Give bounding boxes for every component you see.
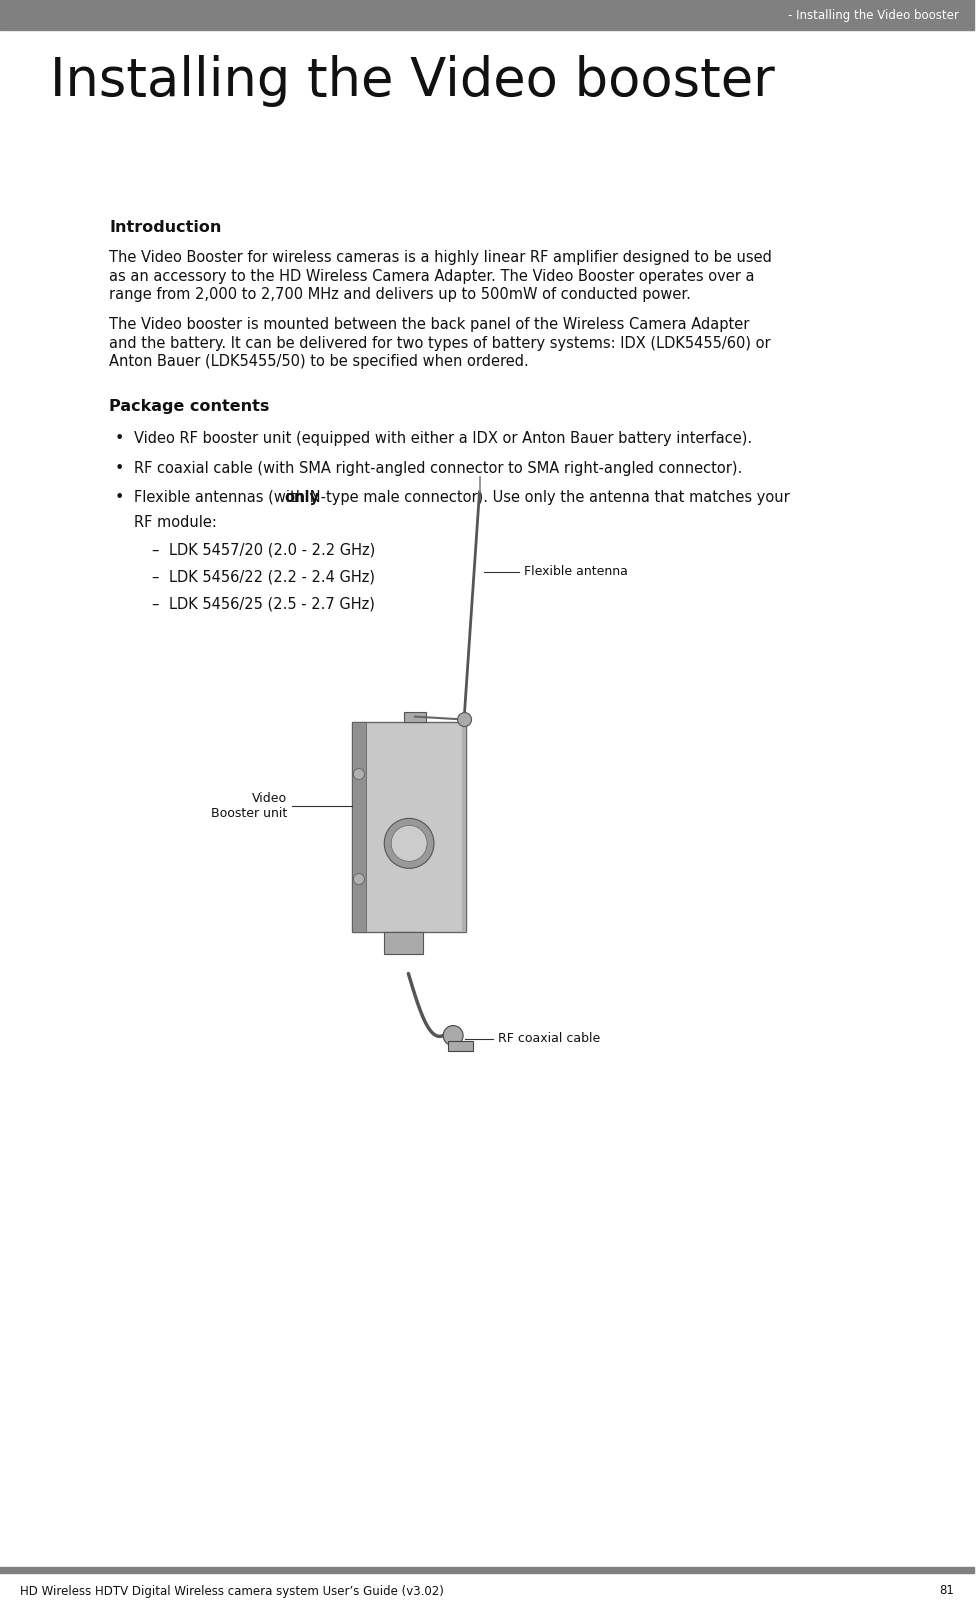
Bar <box>462 721 466 931</box>
Text: range from 2,000 to 2,700 MHz and delivers up to 500mW of conducted power.: range from 2,000 to 2,700 MHz and delive… <box>110 287 690 301</box>
Circle shape <box>353 874 364 885</box>
Text: The Video booster is mounted between the back panel of the Wireless Camera Adapt: The Video booster is mounted between the… <box>110 317 749 332</box>
Text: RF module:: RF module: <box>134 515 217 531</box>
Text: RF coaxial cable: RF coaxial cable <box>498 1032 600 1045</box>
Text: HD Wireless HDTV Digital Wireless camera system User’s Guide (v3.02): HD Wireless HDTV Digital Wireless camera… <box>20 1584 443 1598</box>
Text: Video RF booster unit (equipped with either a IDX or Anton Bauer battery interfa: Video RF booster unit (equipped with eit… <box>134 431 752 446</box>
Text: 81: 81 <box>938 1584 954 1598</box>
Text: LDK 5456/22 (2.2 - 2.4 GHz): LDK 5456/22 (2.2 - 2.4 GHz) <box>169 569 375 585</box>
Text: –: – <box>151 569 158 585</box>
Text: and the battery. It can be delivered for two types of battery systems: IDX (LDK5: and the battery. It can be delivered for… <box>110 335 771 351</box>
Bar <box>351 721 366 931</box>
Text: LDK 5456/25 (2.5 - 2.7 GHz): LDK 5456/25 (2.5 - 2.7 GHz) <box>169 596 375 612</box>
Text: Package contents: Package contents <box>110 399 270 414</box>
Text: only: only <box>285 491 320 505</box>
Text: The Video Booster for wireless cameras is a highly linear RF amplifier designed : The Video Booster for wireless cameras i… <box>110 250 772 264</box>
Circle shape <box>443 1026 463 1045</box>
Text: LDK 5457/20 (2.0 - 2.2 GHz): LDK 5457/20 (2.0 - 2.2 GHz) <box>169 543 375 558</box>
Text: Introduction: Introduction <box>110 220 222 236</box>
Text: Installing the Video booster: Installing the Video booster <box>50 55 774 107</box>
Bar <box>383 931 422 954</box>
Bar <box>404 712 425 721</box>
Text: •: • <box>114 460 123 476</box>
Bar <box>0 1568 973 1573</box>
Text: –: – <box>151 543 158 558</box>
Circle shape <box>391 826 426 861</box>
Text: –: – <box>151 596 158 612</box>
Text: RF coaxial cable (with SMA right-angled connector to SMA right-angled connector): RF coaxial cable (with SMA right-angled … <box>134 460 742 476</box>
Text: Flexible antenna: Flexible antenna <box>524 566 628 579</box>
Text: Anton Bauer (LDK5455/50) to be specified when ordered.: Anton Bauer (LDK5455/50) to be specified… <box>110 354 529 369</box>
Circle shape <box>383 819 433 869</box>
Text: Video
Booster unit: Video Booster unit <box>211 792 287 819</box>
Circle shape <box>457 713 471 726</box>
Circle shape <box>353 768 364 779</box>
Text: •: • <box>114 431 123 446</box>
Text: •: • <box>114 491 123 505</box>
Bar <box>448 1040 472 1050</box>
Bar <box>351 721 466 931</box>
Text: - Installing the Video booster: - Installing the Video booster <box>787 8 958 21</box>
Text: Flexible antennas (with N-type male connector). Use only the antenna that matche: Flexible antennas (with N-type male conn… <box>134 491 789 505</box>
Bar <box>0 0 973 30</box>
Text: as an accessory to the HD Wireless Camera Adapter. The Video Booster operates ov: as an accessory to the HD Wireless Camer… <box>110 268 754 284</box>
